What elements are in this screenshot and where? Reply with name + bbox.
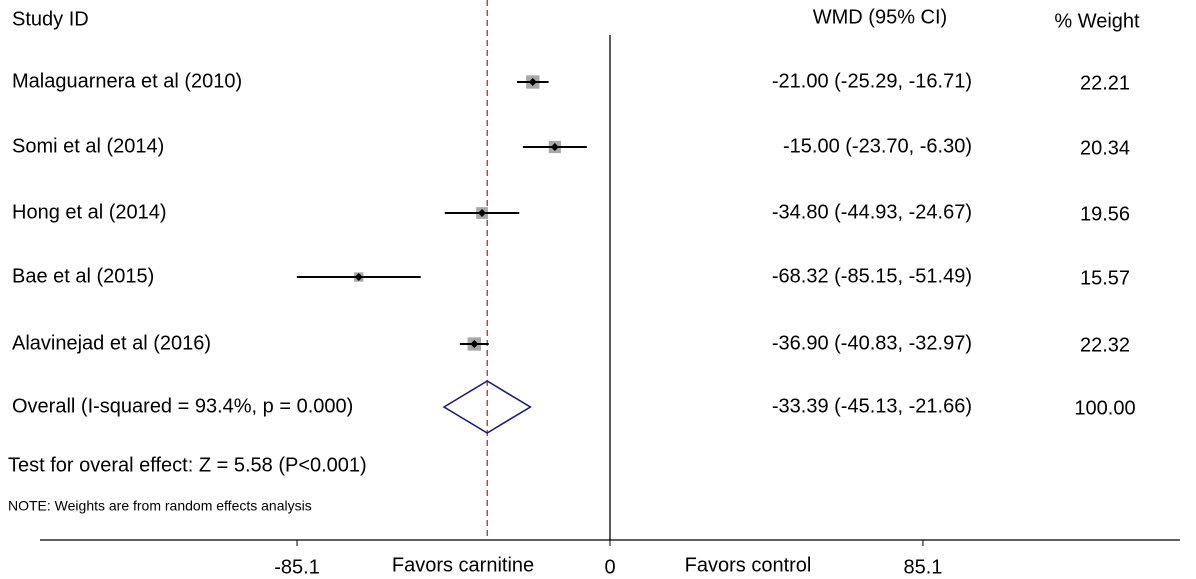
ci-label: -36.90 (-40.83, -32.97) [772, 332, 972, 354]
ci-label: -68.32 (-85.15, -51.49) [772, 265, 972, 287]
study-name: Malaguarnera et al (2010) [12, 70, 242, 92]
study-name: Bae et al (2015) [12, 265, 154, 287]
study-name: Hong et al (2014) [12, 201, 167, 223]
ci-label: -33.39 (-45.13, -21.66) [772, 395, 972, 417]
weight-label: 20.34 [1080, 137, 1130, 159]
point-estimate [478, 209, 487, 217]
header-weight: % Weight [1054, 10, 1140, 32]
x-tick-label: 0 [604, 556, 615, 578]
point-estimate [550, 143, 559, 151]
x-tick-label: -85.1 [274, 556, 320, 578]
point-estimate [528, 78, 537, 86]
weight-label: 22.21 [1080, 72, 1130, 94]
test-overall: Test for overal effect: Z = 5.58 (P<0.00… [8, 454, 367, 476]
ci-label: -34.80 (-44.93, -24.67) [772, 201, 972, 223]
favors-left: Favors carnitine [392, 554, 534, 576]
header-effect: WMD (95% CI) [813, 6, 947, 28]
overall-name: Overall (I-squared = 93.4%, p = 0.000) [12, 395, 353, 417]
study-name: Alavinejad et al (2016) [12, 332, 211, 354]
ci-label: -15.00 (-23.70, -6.30) [783, 135, 972, 157]
header-study: Study ID [12, 8, 89, 30]
point-estimate [354, 273, 363, 281]
x-tick-label: 85.1 [903, 556, 942, 578]
weight-label: 22.32 [1080, 334, 1130, 356]
study-name: Somi et al (2014) [12, 135, 164, 157]
weight-label: 100.00 [1074, 397, 1135, 419]
overall-diamond [442, 380, 532, 434]
favors-right: Favors control [685, 554, 812, 576]
point-estimate [470, 340, 479, 348]
ci-label: -21.00 (-25.29, -16.71) [772, 70, 972, 92]
weight-label: 15.57 [1080, 267, 1130, 289]
note: NOTE: Weights are from random effects an… [8, 498, 312, 514]
weight-label: 19.56 [1080, 203, 1130, 225]
